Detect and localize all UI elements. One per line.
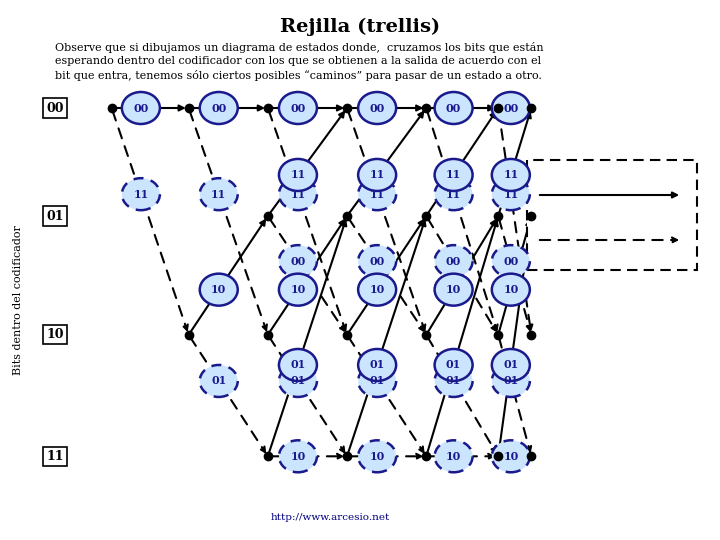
Text: 11: 11 <box>290 170 305 180</box>
Ellipse shape <box>358 365 396 397</box>
Text: 10: 10 <box>503 284 518 295</box>
Ellipse shape <box>279 159 317 191</box>
Ellipse shape <box>435 274 472 306</box>
Ellipse shape <box>435 92 472 124</box>
FancyBboxPatch shape <box>527 160 697 270</box>
Text: 00: 00 <box>446 103 462 113</box>
Ellipse shape <box>492 178 530 210</box>
Text: 11: 11 <box>369 170 384 180</box>
Ellipse shape <box>358 92 396 124</box>
Ellipse shape <box>279 92 317 124</box>
Text: 01: 01 <box>211 375 226 387</box>
Ellipse shape <box>279 440 317 472</box>
Text: 11: 11 <box>503 170 518 180</box>
Text: 01: 01 <box>290 375 305 387</box>
Text: 10: 10 <box>46 328 64 341</box>
Ellipse shape <box>492 92 530 124</box>
Ellipse shape <box>279 349 317 381</box>
Ellipse shape <box>279 365 317 397</box>
Text: 01: 01 <box>369 360 384 370</box>
Text: http://www.arcesio.net: http://www.arcesio.net <box>271 513 390 522</box>
Ellipse shape <box>279 274 317 306</box>
Text: 01: 01 <box>369 375 384 387</box>
Text: 10: 10 <box>369 451 384 462</box>
Text: 00: 00 <box>211 103 226 113</box>
Text: esperando dentro del codificador con los que se obtienen a la salida de acuerdo : esperando dentro del codificador con los… <box>55 56 541 66</box>
Ellipse shape <box>358 440 396 472</box>
Text: 00: 00 <box>503 103 518 113</box>
Text: bit que entra, tenemos sólo ciertos posibles “caminos” para pasar de un estado a: bit que entra, tenemos sólo ciertos posi… <box>55 70 542 81</box>
Text: 11: 11 <box>211 188 226 200</box>
Text: Rejilla (trellis): Rejilla (trellis) <box>280 18 440 36</box>
Ellipse shape <box>279 178 317 210</box>
Ellipse shape <box>358 274 396 306</box>
Text: 01: 01 <box>290 360 305 370</box>
Text: 00: 00 <box>369 103 384 113</box>
Ellipse shape <box>358 178 396 210</box>
Text: 10: 10 <box>446 284 462 295</box>
Ellipse shape <box>199 365 238 397</box>
Ellipse shape <box>199 92 238 124</box>
Text: 10: 10 <box>211 284 226 295</box>
Ellipse shape <box>199 178 238 210</box>
Ellipse shape <box>358 245 396 277</box>
Ellipse shape <box>358 349 396 381</box>
Text: 01: 01 <box>503 375 518 387</box>
Text: Entró un 1: Entró un 1 <box>539 218 606 228</box>
Text: 01: 01 <box>446 375 462 387</box>
Text: Entró un 0: Entró un 0 <box>539 172 606 184</box>
Text: 00: 00 <box>46 102 64 114</box>
Text: 10: 10 <box>290 451 305 462</box>
Text: 11: 11 <box>503 188 518 200</box>
Ellipse shape <box>492 274 530 306</box>
Ellipse shape <box>492 440 530 472</box>
Text: 01: 01 <box>46 210 64 222</box>
Text: 10: 10 <box>369 284 384 295</box>
Text: 11: 11 <box>46 450 64 463</box>
Ellipse shape <box>122 178 160 210</box>
Ellipse shape <box>492 245 530 277</box>
Text: 00: 00 <box>446 255 462 267</box>
Ellipse shape <box>435 349 472 381</box>
Text: 11: 11 <box>133 188 148 200</box>
Ellipse shape <box>492 159 530 191</box>
Text: 01: 01 <box>503 360 518 370</box>
Text: Observe que si dibujamos un diagrama de estados donde,  cruzamos los bits que es: Observe que si dibujamos un diagrama de … <box>55 42 544 53</box>
Text: 01: 01 <box>446 360 462 370</box>
Text: Bits dentro del codificador: Bits dentro del codificador <box>13 225 23 375</box>
Text: 10: 10 <box>446 451 462 462</box>
Ellipse shape <box>435 365 472 397</box>
Text: 11: 11 <box>446 170 462 180</box>
Text: 00: 00 <box>133 103 148 113</box>
Ellipse shape <box>435 178 472 210</box>
Ellipse shape <box>492 365 530 397</box>
Ellipse shape <box>199 274 238 306</box>
Text: 00: 00 <box>290 103 305 113</box>
Text: 11: 11 <box>369 188 384 200</box>
Text: 00: 00 <box>369 255 384 267</box>
Ellipse shape <box>122 92 160 124</box>
Text: 10: 10 <box>503 451 518 462</box>
Ellipse shape <box>435 159 472 191</box>
Text: 10: 10 <box>290 284 305 295</box>
Text: 00: 00 <box>503 255 518 267</box>
Ellipse shape <box>435 245 472 277</box>
Text: 00: 00 <box>290 255 305 267</box>
Ellipse shape <box>358 159 396 191</box>
Text: 11: 11 <box>446 188 462 200</box>
Text: 11: 11 <box>290 188 305 200</box>
Ellipse shape <box>279 245 317 277</box>
Ellipse shape <box>492 349 530 381</box>
Ellipse shape <box>435 440 472 472</box>
